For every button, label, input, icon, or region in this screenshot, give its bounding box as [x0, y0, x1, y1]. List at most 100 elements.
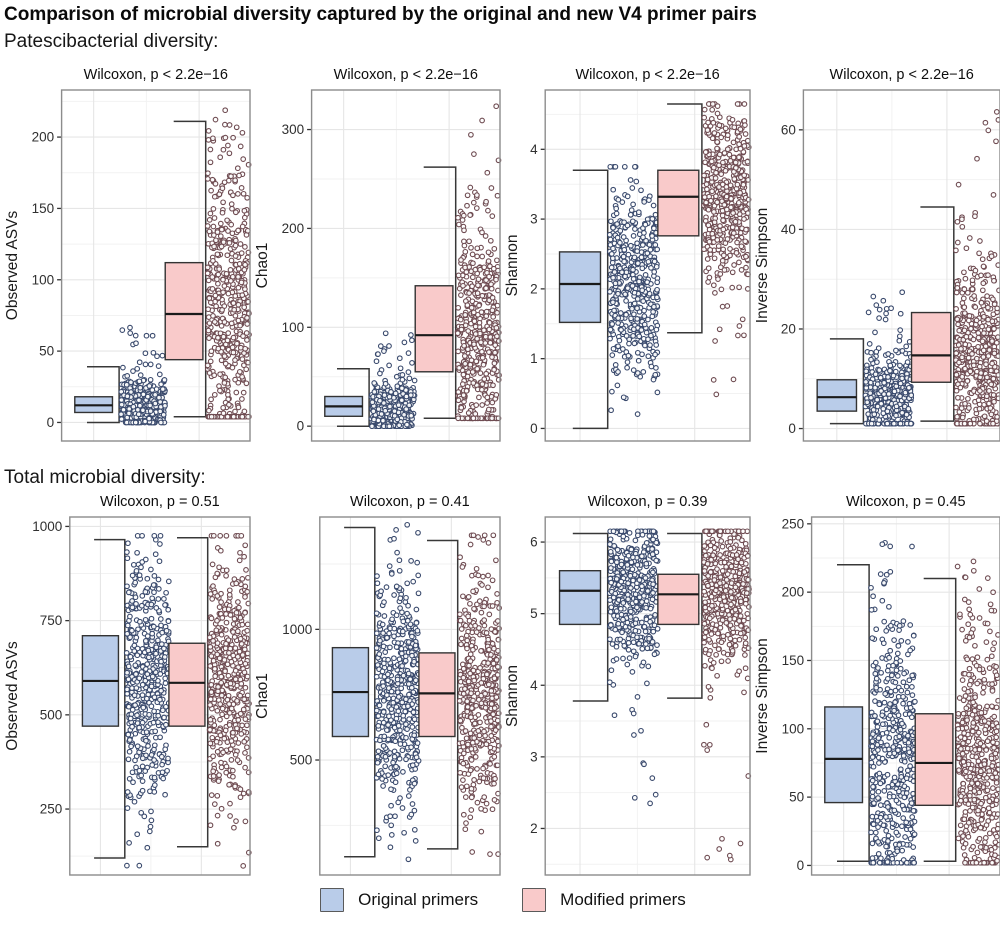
y-axis-label: Shannon	[504, 665, 521, 727]
box-modified	[914, 713, 954, 807]
panel-title: Wilcoxon, p = 0.39	[588, 494, 708, 510]
y-tick-label: 6	[530, 535, 538, 550]
panel-chao1-wilcoxon,-p-<-2.2e−16: 0 100 200 300 Wilcoxon, p < 2.2e−16 Chao1	[253, 53, 503, 445]
y-tick-label: 250	[782, 516, 805, 531]
y-tick-label: 1	[530, 351, 538, 366]
panel-plot: 0 100 200 300 Wilcoxon, p < 2.2e−16 Chao1	[254, 67, 502, 442]
y-tick-label: 5	[530, 606, 538, 621]
section-heading-patescibacterial: Patescibacterial diversity:	[4, 31, 219, 52]
box-original	[558, 251, 602, 324]
y-tick-label: 40	[781, 222, 796, 237]
whisker-bracket-modified	[667, 103, 703, 334]
y-tick-label: 1000	[32, 519, 62, 534]
legend-item-original-primers: Original primers	[320, 888, 478, 912]
y-axis-label: Shannon	[504, 234, 521, 296]
y-tick-label: 4	[530, 142, 538, 157]
whisker-bracket-modified	[427, 539, 459, 850]
legend-label-modified-primers: Modified primers	[560, 890, 686, 909]
whisker-bracket-modified	[920, 206, 955, 422]
box-modified	[164, 261, 204, 361]
whisker-bracket-original	[94, 538, 126, 859]
y-tick-label: 100	[282, 320, 305, 335]
box-modified	[168, 642, 206, 727]
y-tick-label: 3	[530, 212, 538, 227]
y-axis-label: Chao1	[254, 673, 271, 719]
y-axis: 0 1 2 3 4	[530, 142, 545, 436]
box-modified	[657, 169, 700, 237]
y-tick-label: 750	[40, 613, 63, 628]
jitter-points-original	[373, 521, 422, 863]
jitter-points-original	[862, 289, 915, 427]
y-tick-label: 0	[788, 421, 796, 436]
y-tick-label: 0	[47, 415, 55, 430]
panel-border	[544, 89, 751, 442]
y-tick-label: 500	[290, 753, 313, 768]
box-modified	[910, 311, 952, 383]
jitter-points-modified	[454, 103, 502, 422]
section-heading-total: Total microbial diversity:	[4, 467, 206, 488]
panel-plot: 0 20 40 60 Wilcoxon, p < 2.2e−16 Inverse Simp…	[754, 67, 1000, 442]
panel-shannon-wilcoxon,-p-<-2.2e−16: 0 1 2 3 4 Wilcoxon, p < 2.2e−16 Shannon	[503, 53, 753, 445]
jitter-points-modified	[701, 528, 752, 863]
panel-border	[60, 89, 251, 442]
panel-border	[319, 516, 501, 876]
y-axis: 0 20 40 60	[781, 122, 803, 436]
y-tick-label: 3	[530, 749, 538, 764]
panel-border	[544, 516, 751, 876]
jitter-points-modified	[206, 532, 252, 869]
y-tick-label: 0	[797, 858, 805, 873]
y-tick-label: 200	[282, 221, 305, 236]
whisker-bracket-modified	[667, 532, 703, 699]
jitter-points-modified	[701, 101, 752, 398]
y-tick-label: 4	[530, 678, 538, 693]
panel-observed-asvs-wilcoxon,-p-<-2.2e−16: 0 50 100 150 200 Wilcoxon, p < 2.2e−16 Observe…	[3, 53, 253, 445]
panel-border	[69, 516, 251, 876]
panel-plot: 250 500 750 1000 Wilcoxon, p = 0.51 Observed …	[4, 494, 252, 876]
jitter-points-original	[606, 528, 661, 807]
y-tick-label: 150	[32, 201, 55, 216]
box-modified	[657, 573, 700, 626]
y-axis-label: Inverse Simpson	[754, 208, 771, 323]
panel-row-patescibacterial: 0 50 100 150 200 Wilcoxon, p < 2.2e−16 Observe…	[3, 53, 1000, 445]
panel-title: Wilcoxon, p < 2.2e−16	[830, 67, 974, 83]
panel-title: Wilcoxon, p < 2.2e−16	[84, 67, 228, 83]
y-axis-label: Inverse Simpson	[754, 638, 771, 753]
y-tick-label: 200	[32, 130, 55, 145]
panel-title: Wilcoxon, p = 0.45	[846, 494, 966, 510]
y-tick-label: 2	[530, 281, 538, 296]
y-tick-label: 150	[782, 653, 805, 668]
panel-chao1-wilcoxon,-p-=-0.41: 500 1000 Wilcoxon, p = 0.41 Chao1	[253, 489, 503, 881]
y-tick-label: 2	[530, 821, 538, 836]
y-axis-label: Chao1	[254, 243, 271, 289]
box-modified	[418, 652, 456, 738]
legend-label-original-primers: Original primers	[358, 890, 479, 909]
panel-plot: 2 3 4 5 6 Wilcoxon, p = 0.39 Shannon	[504, 494, 752, 876]
whisker-bracket-modified	[923, 577, 957, 863]
y-tick-label: 0	[297, 419, 305, 434]
gridlines	[61, 90, 250, 441]
jitter-points-original	[606, 163, 661, 417]
y-tick-label: 100	[782, 721, 805, 736]
y-axis: 0 100 200 300	[282, 122, 312, 434]
y-tick-label: 20	[781, 321, 796, 336]
jitter-points-modified	[953, 109, 1000, 427]
y-axis-label: Observed ASVs	[4, 641, 21, 751]
panel-inverse-simpson-wilcoxon,-p-=-0.45: 0 50 100 150 200 250 Wilcoxon, p = 0.45 Inverse…	[753, 489, 1000, 881]
panel-title: Wilcoxon, p = 0.41	[350, 494, 470, 510]
jitter-points-modified	[204, 107, 252, 420]
box-original	[824, 706, 864, 804]
whisker-bracket-modified	[423, 166, 457, 420]
legend-swatch-original-primers	[320, 888, 345, 912]
y-tick-label: 200	[782, 585, 805, 600]
jitter-points-original	[368, 330, 418, 430]
jitter-points-modified	[954, 558, 1000, 866]
y-tick-label: 500	[40, 707, 63, 722]
panel-plot: 0 50 100 150 200 250 Wilcoxon, p = 0.45 Inverse…	[754, 494, 1000, 876]
y-tick-label: 0	[530, 421, 538, 436]
panel-plot: 500 1000 Wilcoxon, p = 0.41 Chao1	[254, 494, 502, 876]
y-tick-label: 100	[32, 272, 55, 287]
whisker-bracket-original	[87, 366, 120, 424]
y-axis: 2 3 4 5 6	[530, 535, 545, 836]
y-tick-label: 60	[781, 122, 796, 137]
y-tick-label: 250	[40, 802, 63, 817]
